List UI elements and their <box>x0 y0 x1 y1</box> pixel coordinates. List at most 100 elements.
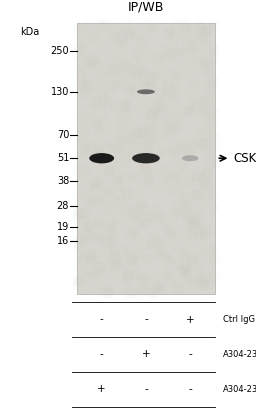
Point <box>110 220 114 226</box>
Point <box>193 217 197 224</box>
Point <box>86 164 90 171</box>
Point <box>149 214 153 220</box>
Point <box>158 246 162 252</box>
Point <box>149 111 153 117</box>
Point <box>97 234 101 240</box>
Point <box>142 162 146 169</box>
Text: 38: 38 <box>57 176 69 186</box>
Point <box>212 272 216 279</box>
Point <box>192 217 196 223</box>
Point <box>85 83 89 90</box>
Point <box>204 179 208 186</box>
Point <box>101 95 105 102</box>
Point <box>165 120 169 126</box>
Point <box>135 254 139 261</box>
Point <box>125 219 129 225</box>
Point <box>113 162 117 168</box>
Point <box>149 84 153 90</box>
Point <box>109 81 113 88</box>
Point <box>198 272 202 279</box>
Point <box>197 221 201 227</box>
Point <box>209 76 214 83</box>
Point <box>128 214 132 221</box>
Point <box>141 124 145 130</box>
Point <box>152 155 156 162</box>
Point <box>204 273 208 279</box>
Point <box>115 76 120 83</box>
Point <box>136 135 140 141</box>
Point <box>189 35 193 41</box>
Point <box>121 63 125 69</box>
Point <box>200 282 205 288</box>
Point <box>159 97 163 103</box>
Point <box>94 193 99 200</box>
Point <box>172 151 176 157</box>
Point <box>103 126 107 132</box>
Point <box>146 125 150 132</box>
Point <box>168 230 172 237</box>
Point <box>142 206 146 213</box>
Text: A304-230A: A304-230A <box>223 385 256 394</box>
Point <box>125 188 129 194</box>
Point <box>84 239 88 245</box>
Point <box>210 247 214 254</box>
Point <box>172 55 176 61</box>
Point <box>109 231 113 238</box>
Point <box>166 229 170 236</box>
Point <box>205 26 209 33</box>
Point <box>171 40 175 47</box>
Point <box>147 176 151 182</box>
Point <box>156 252 161 259</box>
Point <box>118 48 122 55</box>
Point <box>85 235 89 242</box>
Point <box>198 267 202 274</box>
Point <box>213 257 217 263</box>
Point <box>149 26 153 32</box>
Point <box>128 257 132 264</box>
Point <box>129 108 133 115</box>
Point <box>201 81 206 87</box>
Point <box>122 99 126 106</box>
Point <box>186 219 190 226</box>
Point <box>126 85 130 91</box>
Point <box>186 244 190 250</box>
Point <box>96 146 100 153</box>
Point <box>196 207 200 213</box>
Point <box>81 174 85 180</box>
Point <box>157 136 161 143</box>
Point <box>104 143 109 149</box>
Point <box>95 146 100 153</box>
Point <box>147 178 151 184</box>
Point <box>178 161 183 167</box>
Point <box>130 257 134 263</box>
Point <box>82 129 86 136</box>
Point <box>145 24 149 31</box>
Point <box>199 139 203 146</box>
Point <box>146 256 150 263</box>
Point <box>202 50 206 57</box>
Point <box>104 21 108 28</box>
Point <box>207 246 211 253</box>
Text: 130: 130 <box>51 87 69 97</box>
Point <box>90 196 94 202</box>
Point <box>112 247 116 253</box>
Point <box>133 50 137 57</box>
Text: 19: 19 <box>57 222 69 232</box>
Point <box>97 173 101 180</box>
Point <box>206 69 210 75</box>
Point <box>144 212 148 219</box>
Point <box>205 58 209 65</box>
Point <box>116 176 121 182</box>
Text: 28: 28 <box>57 201 69 211</box>
Point <box>98 63 102 70</box>
Point <box>84 79 89 85</box>
Point <box>177 62 181 68</box>
Point <box>126 192 130 199</box>
Point <box>179 31 184 38</box>
Point <box>137 288 141 295</box>
Point <box>90 218 94 224</box>
Point <box>190 60 194 67</box>
Point <box>196 277 200 284</box>
Point <box>93 99 98 105</box>
Point <box>201 95 205 101</box>
